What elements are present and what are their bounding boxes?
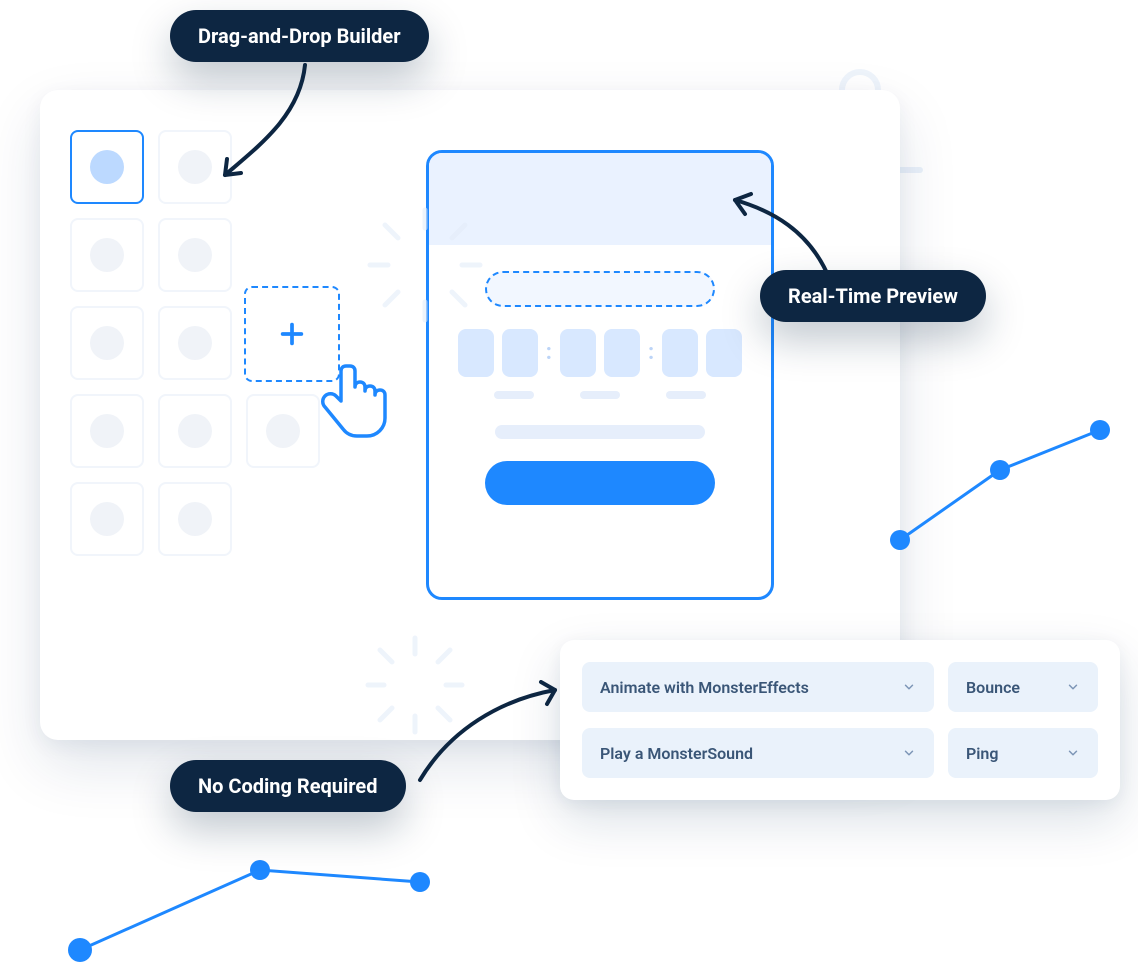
preview-timer-labels (494, 391, 706, 399)
select-label: Animate with MonsterEffects (600, 678, 809, 697)
preview-cta-button[interactable] (485, 461, 715, 505)
palette-item[interactable] (70, 482, 144, 556)
palette-item[interactable] (70, 394, 144, 468)
palette-item[interactable] (158, 306, 232, 380)
select-sound[interactable]: Play a MonsterSound (582, 728, 934, 778)
settings-card: Animate with MonsterEffects Bounce Play … (560, 640, 1120, 800)
palette-item[interactable] (158, 130, 232, 204)
palette-item[interactable] (246, 394, 320, 468)
palette-item[interactable] (70, 218, 144, 292)
chevron-down-icon (1066, 746, 1080, 760)
callout-builder: Drag-and-Drop Builder (170, 10, 429, 62)
palette-item[interactable] (158, 394, 232, 468)
palette-item[interactable] (158, 482, 232, 556)
timer-separator: : (546, 329, 552, 377)
select-label: Ping (966, 744, 998, 763)
chevron-down-icon (902, 746, 916, 760)
timer-separator: : (648, 329, 654, 377)
callout-label: Drag-and-Drop Builder (198, 24, 401, 48)
callout-preview: Real-Time Preview (760, 270, 986, 322)
callout-label: No Coding Required (198, 774, 378, 798)
callout-nocode: No Coding Required (170, 760, 406, 812)
callout-label: Real-Time Preview (788, 284, 958, 308)
select-label: Play a MonsterSound (600, 744, 753, 763)
preview-timer: : : (458, 329, 742, 377)
select-effect-value[interactable]: Bounce (948, 662, 1098, 712)
palette-item[interactable] (158, 218, 232, 292)
chevron-down-icon (902, 680, 916, 694)
preview-text-line (495, 425, 705, 439)
burst-decoration (360, 200, 490, 330)
chevron-down-icon (1066, 680, 1080, 694)
select-effect[interactable]: Animate with MonsterEffects (582, 662, 934, 712)
select-label: Bounce (966, 678, 1020, 697)
cursor-hand-icon (318, 360, 390, 446)
select-sound-value[interactable]: Ping (948, 728, 1098, 778)
palette-item-selected[interactable] (70, 130, 144, 204)
palette-item[interactable] (70, 306, 144, 380)
plus-icon (278, 320, 306, 348)
preview-input-placeholder (485, 271, 715, 307)
burst-decoration (360, 630, 470, 740)
